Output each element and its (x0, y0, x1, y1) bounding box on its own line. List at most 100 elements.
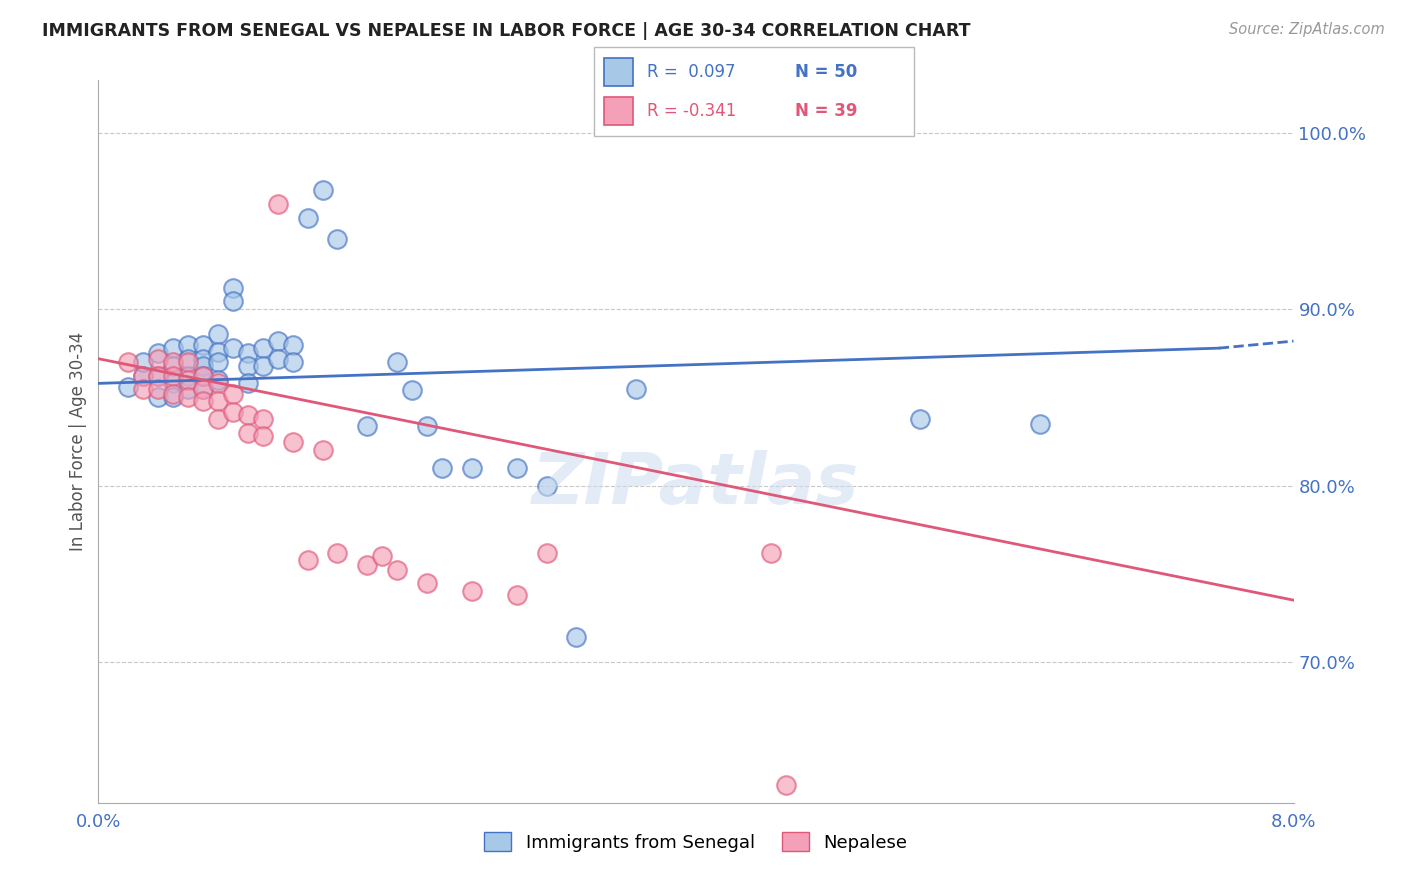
Point (222, 293, 245, 308)
Point (536, 545, 558, 559)
Point (191, 337, 214, 351)
Point (297, 552, 319, 566)
Point (207, 394, 229, 409)
Point (162, 376, 184, 391)
Point (565, 630, 588, 644)
Point (252, 341, 274, 355)
Point (148, 346, 170, 360)
Point (191, 382, 214, 396)
Point (416, 418, 439, 433)
Point (177, 373, 200, 387)
Text: ZIPatlas: ZIPatlas (533, 450, 859, 519)
Point (236, 408, 259, 422)
Text: N = 39: N = 39 (796, 102, 858, 120)
Point (191, 351, 214, 366)
Point (252, 429, 274, 443)
FancyBboxPatch shape (603, 97, 634, 125)
Point (506, 461, 529, 475)
FancyBboxPatch shape (603, 58, 634, 86)
Point (236, 346, 259, 360)
Point (191, 382, 214, 396)
Point (177, 337, 200, 351)
Point (177, 369, 200, 384)
Point (162, 391, 184, 405)
Point (267, 196, 290, 211)
Point (222, 341, 245, 355)
Point (191, 369, 214, 384)
Point (177, 382, 200, 396)
Point (252, 411, 274, 425)
Point (162, 341, 184, 355)
Point (775, 778, 797, 792)
Point (177, 355, 200, 369)
Point (281, 434, 304, 449)
Point (326, 545, 349, 559)
Point (207, 344, 229, 359)
Point (177, 391, 200, 405)
Point (222, 387, 245, 401)
Point (207, 355, 229, 369)
Text: R =  0.097: R = 0.097 (647, 62, 735, 81)
Point (148, 369, 170, 384)
Text: R = -0.341: R = -0.341 (647, 102, 737, 120)
Point (162, 355, 184, 369)
Point (148, 382, 170, 396)
Point (162, 359, 184, 373)
Point (267, 334, 290, 348)
Point (326, 232, 349, 246)
Point (371, 549, 394, 563)
Point (1028, 417, 1050, 431)
Point (148, 391, 170, 405)
Point (416, 575, 439, 590)
Point (132, 382, 155, 396)
Point (162, 387, 184, 401)
Point (281, 355, 304, 369)
Point (356, 558, 378, 572)
Point (222, 404, 245, 418)
Point (207, 373, 229, 387)
Point (207, 411, 229, 425)
Text: Source: ZipAtlas.com: Source: ZipAtlas.com (1229, 22, 1385, 37)
Point (267, 351, 290, 366)
Point (430, 461, 453, 475)
Point (191, 394, 214, 409)
Point (385, 355, 409, 369)
Point (281, 337, 304, 351)
Point (311, 443, 333, 458)
Point (207, 326, 229, 341)
Point (385, 563, 409, 577)
Point (191, 369, 214, 384)
Point (236, 359, 259, 373)
Point (132, 369, 155, 384)
Point (222, 281, 245, 295)
Point (191, 359, 214, 373)
Point (177, 351, 200, 366)
FancyBboxPatch shape (593, 47, 914, 136)
Point (236, 425, 259, 440)
Point (162, 369, 184, 384)
Point (908, 411, 931, 425)
Point (506, 588, 529, 602)
Point (132, 355, 155, 369)
Point (117, 355, 139, 369)
Point (207, 376, 229, 391)
Point (148, 369, 170, 384)
Point (461, 461, 484, 475)
Point (461, 584, 484, 599)
Point (148, 351, 170, 366)
Point (297, 211, 319, 225)
Y-axis label: In Labor Force | Age 30-34: In Labor Force | Age 30-34 (69, 332, 87, 551)
Legend: Immigrants from Senegal, Nepalese: Immigrants from Senegal, Nepalese (477, 825, 915, 859)
Point (117, 380, 139, 394)
Point (536, 478, 558, 492)
Point (759, 545, 782, 559)
Point (626, 382, 648, 396)
Point (252, 359, 274, 373)
Point (132, 369, 155, 384)
Point (356, 418, 378, 433)
Point (401, 384, 423, 398)
Point (236, 376, 259, 391)
Point (311, 182, 333, 196)
Text: IMMIGRANTS FROM SENEGAL VS NEPALESE IN LABOR FORCE | AGE 30-34 CORRELATION CHART: IMMIGRANTS FROM SENEGAL VS NEPALESE IN L… (42, 22, 970, 40)
Text: N = 50: N = 50 (796, 62, 858, 81)
